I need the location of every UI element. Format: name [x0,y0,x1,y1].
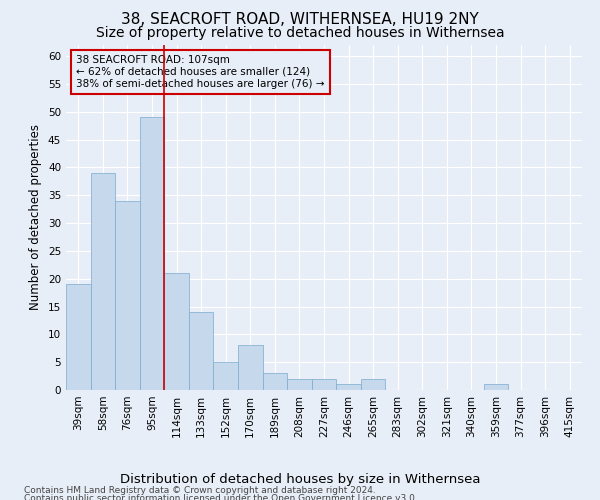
Bar [140,118,164,390]
Bar [91,173,115,390]
Bar [336,384,361,390]
Bar [312,379,336,390]
Bar [361,379,385,390]
Bar [263,374,287,390]
Text: Contains public sector information licensed under the Open Government Licence v3: Contains public sector information licen… [24,494,418,500]
Text: 38, SEACROFT ROAD, WITHERNSEA, HU19 2NY: 38, SEACROFT ROAD, WITHERNSEA, HU19 2NY [121,12,479,28]
Text: 38 SEACROFT ROAD: 107sqm
← 62% of detached houses are smaller (124)
38% of semi-: 38 SEACROFT ROAD: 107sqm ← 62% of detach… [76,56,325,88]
Text: Size of property relative to detached houses in Withernsea: Size of property relative to detached ho… [95,26,505,40]
Bar [287,379,312,390]
Bar [164,273,189,390]
Y-axis label: Number of detached properties: Number of detached properties [29,124,43,310]
Bar [66,284,91,390]
Bar [189,312,214,390]
Bar [484,384,508,390]
Bar [214,362,238,390]
Bar [238,346,263,390]
Bar [115,201,140,390]
Text: Contains HM Land Registry data © Crown copyright and database right 2024.: Contains HM Land Registry data © Crown c… [24,486,376,495]
Text: Distribution of detached houses by size in Withernsea: Distribution of detached houses by size … [120,472,480,486]
